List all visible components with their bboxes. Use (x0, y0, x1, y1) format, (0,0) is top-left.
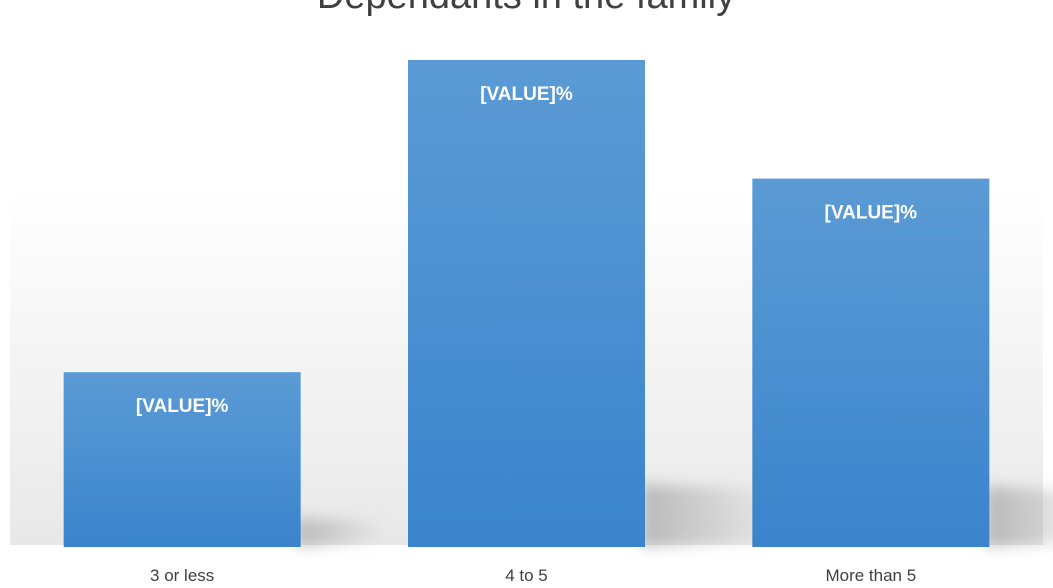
x-tick-label-3: More than 5 (825, 566, 916, 585)
bar-2 (408, 59, 645, 547)
bar-shadow (296, 518, 387, 547)
bar-3 (752, 178, 990, 547)
data-label-3: [VALUE]% (825, 203, 918, 224)
data-labels: [VALUE]% [VALUE]% [VALUE]% (136, 84, 917, 417)
x-tick-label-2: 4 to 5 (505, 566, 548, 585)
bar-shadows (296, 483, 1053, 547)
bar-shadow (641, 483, 781, 547)
bar-shadow (985, 486, 1053, 547)
data-label-1: [VALUE]% (136, 396, 229, 417)
bars (63, 59, 990, 547)
bar-1 (63, 372, 301, 547)
data-label-2: [VALUE]% (480, 84, 573, 105)
x-tick-label-1: 3 or less (150, 566, 214, 585)
x-axis-tick-labels: 3 or less 4 to 5 More than 5 (150, 566, 916, 585)
chart-title: Dependants in the family (317, 0, 735, 17)
